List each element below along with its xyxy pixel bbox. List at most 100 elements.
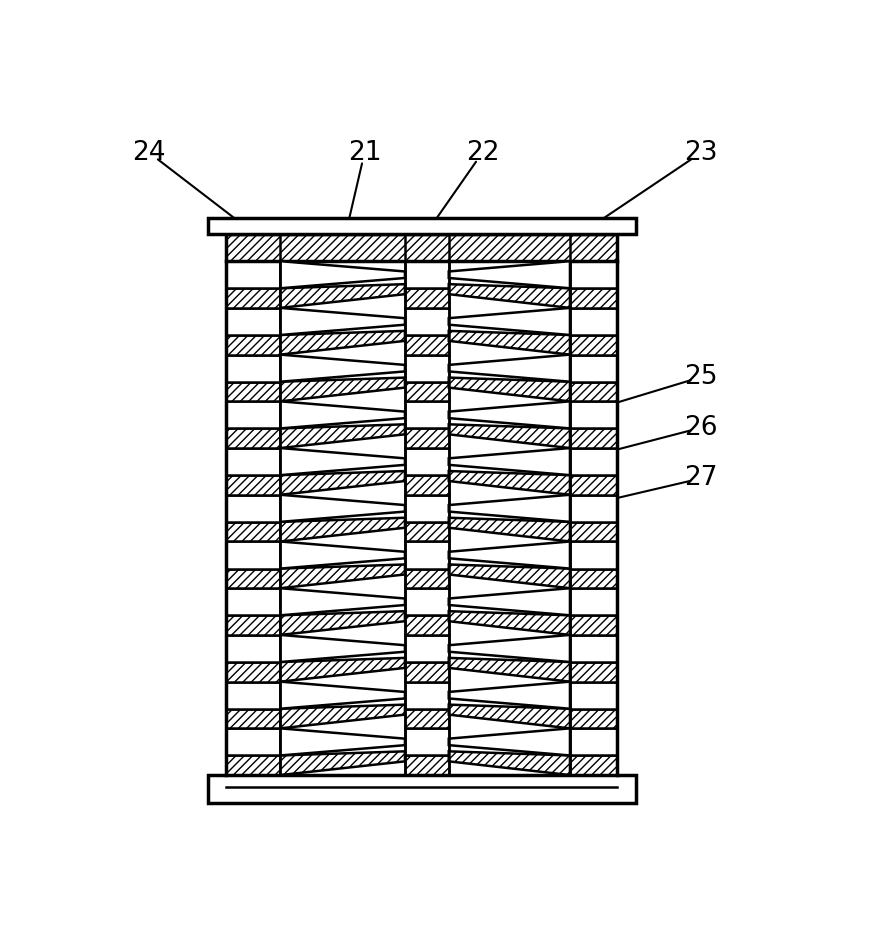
Bar <box>227 289 281 308</box>
Bar <box>570 261 617 289</box>
Text: 27: 27 <box>685 465 718 492</box>
Bar <box>570 709 617 728</box>
Polygon shape <box>448 354 570 382</box>
Text: 22: 22 <box>466 140 499 165</box>
Polygon shape <box>281 471 405 494</box>
Bar <box>227 616 281 635</box>
Bar <box>570 569 617 588</box>
Bar <box>405 494 448 522</box>
Bar <box>570 335 617 354</box>
Bar <box>570 616 617 635</box>
Polygon shape <box>448 588 570 616</box>
Bar <box>405 682 448 709</box>
Bar <box>570 475 617 494</box>
Bar <box>227 662 281 682</box>
Text: 25: 25 <box>685 364 718 390</box>
Text: 24: 24 <box>132 140 166 165</box>
Polygon shape <box>448 611 570 634</box>
Bar <box>227 234 617 261</box>
Polygon shape <box>281 634 405 662</box>
Polygon shape <box>448 518 570 541</box>
Polygon shape <box>281 331 405 354</box>
Bar <box>405 289 448 308</box>
Bar <box>405 448 448 475</box>
Bar <box>405 429 448 448</box>
Bar <box>405 522 448 541</box>
Polygon shape <box>281 611 405 634</box>
Bar <box>227 261 281 289</box>
Bar <box>405 588 448 616</box>
Bar <box>570 682 617 709</box>
Bar <box>227 634 281 662</box>
Polygon shape <box>281 378 405 401</box>
Polygon shape <box>281 518 405 541</box>
Bar <box>405 569 448 588</box>
Bar <box>227 569 281 588</box>
Polygon shape <box>448 634 570 662</box>
Polygon shape <box>281 705 405 728</box>
Polygon shape <box>281 658 405 682</box>
Polygon shape <box>281 308 405 335</box>
Bar <box>570 728 617 756</box>
Bar <box>570 429 617 448</box>
Bar <box>405 616 448 635</box>
Bar <box>570 382 617 401</box>
Bar <box>227 756 281 775</box>
Polygon shape <box>281 588 405 616</box>
Bar <box>570 448 617 475</box>
Bar <box>405 728 448 756</box>
Bar <box>570 401 617 429</box>
Polygon shape <box>281 564 405 588</box>
Polygon shape <box>281 284 405 308</box>
Polygon shape <box>448 494 570 522</box>
Polygon shape <box>448 682 570 709</box>
Bar <box>405 308 448 335</box>
Bar <box>570 289 617 308</box>
Bar <box>227 494 281 522</box>
Polygon shape <box>448 658 570 682</box>
Bar <box>227 354 281 382</box>
Bar <box>227 522 281 541</box>
Polygon shape <box>448 308 570 335</box>
Bar <box>570 756 617 775</box>
Polygon shape <box>448 261 570 289</box>
Bar <box>227 401 281 429</box>
Polygon shape <box>281 751 405 776</box>
Bar <box>227 448 281 475</box>
Bar <box>405 756 448 775</box>
Bar <box>405 709 448 728</box>
Bar <box>405 541 448 569</box>
Polygon shape <box>281 261 405 289</box>
Bar <box>570 494 617 522</box>
Polygon shape <box>448 284 570 308</box>
Polygon shape <box>281 424 405 448</box>
Polygon shape <box>448 564 570 588</box>
Bar <box>227 588 281 616</box>
Bar <box>570 662 617 682</box>
Bar <box>227 335 281 354</box>
Text: 21: 21 <box>348 140 381 165</box>
Polygon shape <box>281 728 405 756</box>
Polygon shape <box>448 401 570 429</box>
Polygon shape <box>448 751 570 776</box>
Polygon shape <box>448 541 570 569</box>
Polygon shape <box>448 331 570 354</box>
Bar <box>570 588 617 616</box>
Bar <box>227 682 281 709</box>
Text: 26: 26 <box>685 415 718 441</box>
Polygon shape <box>281 401 405 429</box>
Bar <box>405 634 448 662</box>
Polygon shape <box>281 541 405 569</box>
Bar <box>208 218 636 234</box>
Bar <box>227 709 281 728</box>
Bar <box>405 382 448 401</box>
Polygon shape <box>448 471 570 494</box>
Bar <box>227 429 281 448</box>
Bar <box>227 308 281 335</box>
Bar <box>405 335 448 354</box>
Polygon shape <box>281 494 405 522</box>
Polygon shape <box>281 682 405 709</box>
Bar <box>227 541 281 569</box>
Bar <box>405 401 448 429</box>
Bar <box>405 475 448 494</box>
